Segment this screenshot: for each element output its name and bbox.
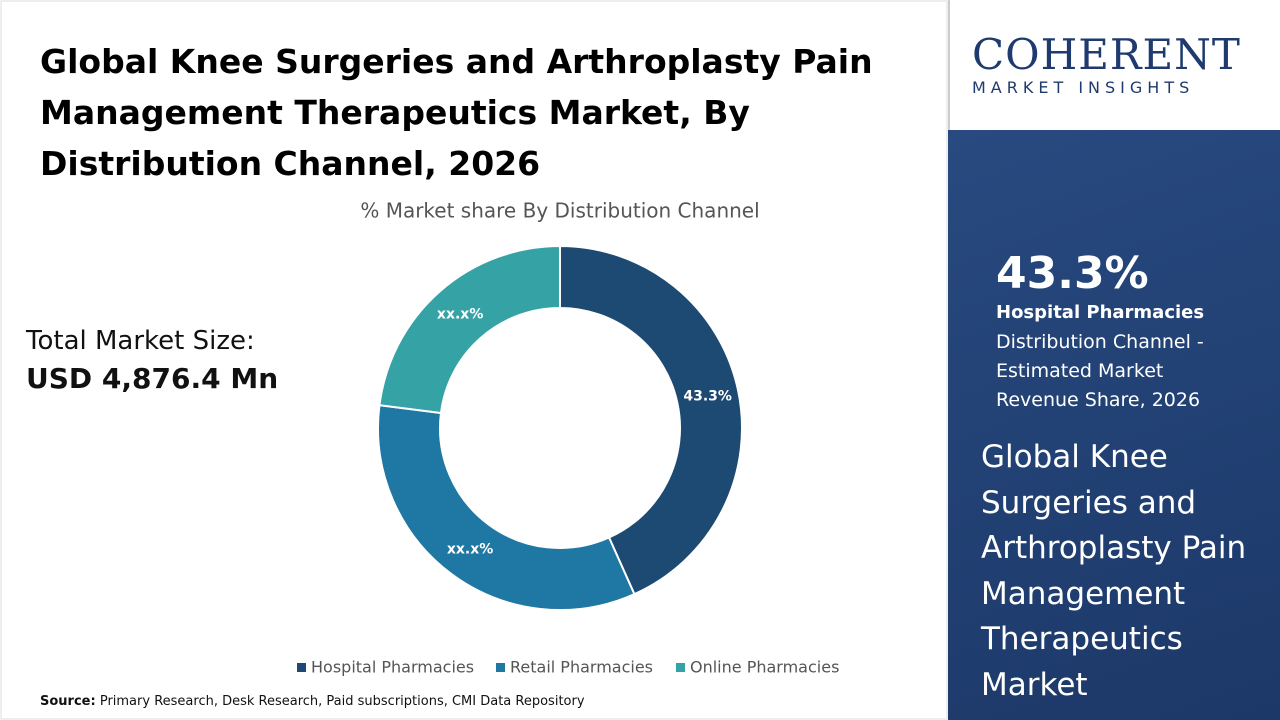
highlight-segment: Hospital Pharmacies [996,302,1205,323]
chart: % Market share By Distribution Channel 4… [0,0,948,720]
logo-name: COHERENT [972,30,1241,79]
chart-title: Global Knee Surgeries and Arthroplasty P… [40,42,873,183]
source-text: Primary Research, Desk Research, Paid su… [99,694,585,709]
data-label: xx.x% [447,541,493,557]
legend-label: Hospital Pharmacies [311,658,474,677]
market-name: Global Knee Surgeries and Arthroplasty P… [981,439,1247,703]
total-market-value: USD 4,876.4 Mn [26,362,279,395]
highlight-description: Distribution Channel - Estimated Market … [996,331,1204,411]
donut-segment [377,404,636,611]
logo-tagline: MARKET INSIGHTS [972,78,1195,97]
total-market-label: Total Market Size: [26,326,255,356]
chart-subtitle: % Market share By Distribution Channel [360,199,759,223]
donut-segment [559,244,743,596]
source-label: Source: [40,694,96,709]
frame [0,0,948,720]
legend-swatch [496,663,505,672]
legend-label: Retail Pharmacies [510,658,653,677]
sidebar: 43.3% Hospital Pharmacies Distribution C… [948,130,1280,720]
highlight: 43.3% [996,248,1149,299]
donut-segment [378,244,561,415]
data-label: 43.3% [683,388,732,404]
legend-label: Online Pharmacies [690,658,839,677]
legend-swatch [297,663,306,672]
source: Source: Primary Research, Desk Research,… [40,694,585,709]
logo: COHERENT MARKET INSIGHTS [948,0,1280,130]
data-label: xx.x% [437,307,483,323]
legend-swatch [676,663,685,672]
